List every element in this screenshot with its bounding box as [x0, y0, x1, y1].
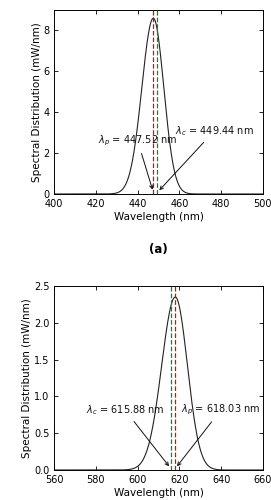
Text: $\lambda_p$ = 618.03 nm: $\lambda_p$ = 618.03 nm: [178, 402, 261, 466]
Text: (a): (a): [149, 242, 168, 256]
Y-axis label: Spectral Distribution (mW/nm): Spectral Distribution (mW/nm): [22, 298, 33, 458]
X-axis label: Wavelength (nm): Wavelength (nm): [114, 212, 204, 222]
Text: $\lambda_c$ = 449.44 nm: $\lambda_c$ = 449.44 nm: [160, 124, 254, 190]
Y-axis label: Spectral Distribution (mW/nm): Spectral Distribution (mW/nm): [32, 22, 42, 182]
Text: $\lambda_p$ = 447.52 nm: $\lambda_p$ = 447.52 nm: [98, 134, 177, 188]
Text: $\lambda_c$ = 615.88 nm: $\lambda_c$ = 615.88 nm: [85, 402, 168, 466]
X-axis label: Wavelength (nm): Wavelength (nm): [114, 488, 204, 498]
